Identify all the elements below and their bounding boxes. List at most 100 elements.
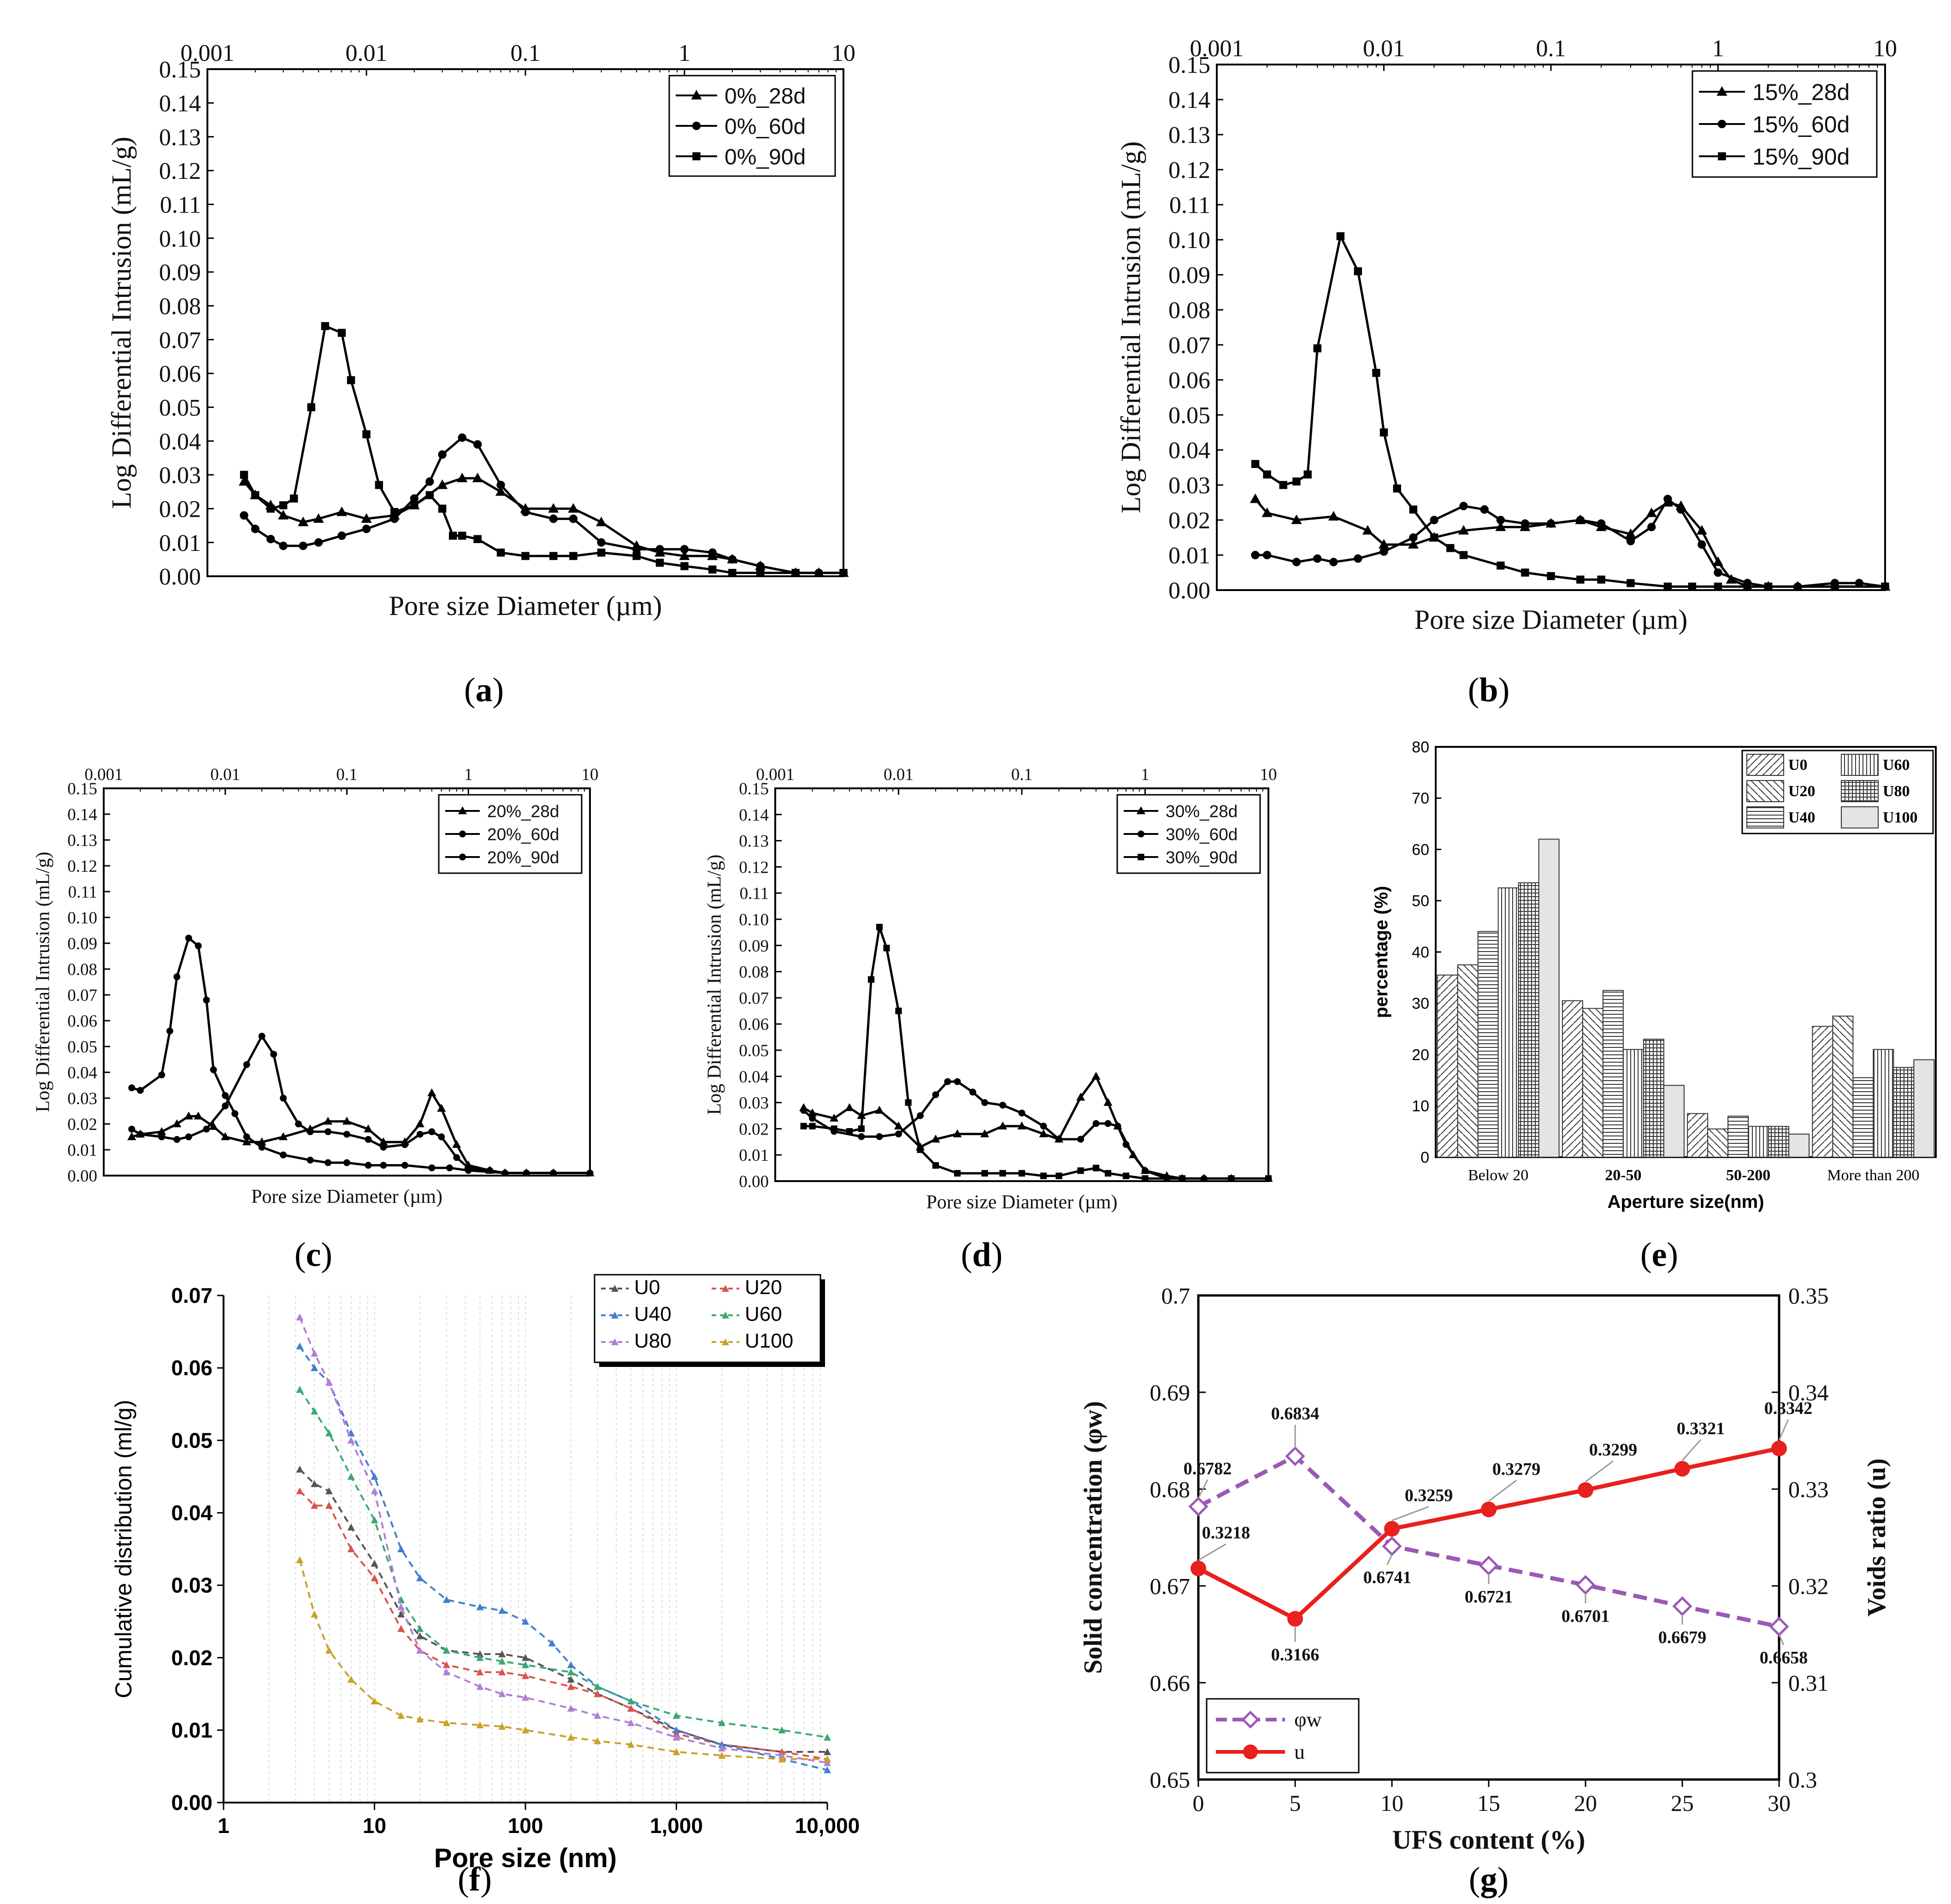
y-tick-label: 0.03 (159, 462, 201, 489)
data-point (375, 481, 383, 489)
data-point (567, 1683, 575, 1690)
y-tick-label: 0.10 (1168, 227, 1210, 254)
data-point (999, 1170, 1006, 1177)
data-point (397, 1712, 405, 1719)
legend-marker (611, 1285, 619, 1292)
data-point (1040, 1123, 1047, 1130)
data-point (868, 976, 875, 983)
data-point (1372, 369, 1380, 377)
data-point (438, 1133, 445, 1141)
y-tick-label: 0.07 (1168, 332, 1210, 359)
data-point (1646, 507, 1657, 517)
data-point (266, 504, 275, 513)
y-tick-label: 0.15 (67, 780, 97, 798)
data-point (280, 1094, 287, 1102)
data-point (416, 1130, 424, 1138)
label-leader (1778, 1419, 1789, 1441)
data-point (347, 1523, 355, 1531)
x-tick-label: 0.01 (1363, 35, 1405, 62)
x-tick-label: 0.001 (84, 765, 123, 784)
y-tick-label: 0.05 (159, 395, 201, 421)
data-point (1251, 460, 1260, 468)
data-point (831, 1125, 837, 1132)
data-point (307, 1156, 314, 1164)
chart-e: 0 10 20 30 40 50 60 70 80 Below 20 20-50 50-200 More… (1371, 739, 1937, 1212)
data-point (278, 509, 289, 520)
data-point (243, 1133, 250, 1141)
data-point (238, 476, 250, 486)
data-point (1459, 551, 1468, 559)
data-point (210, 1066, 217, 1073)
x-tick-label: 0.1 (1011, 765, 1032, 784)
data-point (296, 1342, 304, 1349)
data-point (1393, 484, 1401, 493)
data-point (1263, 470, 1271, 479)
x-tick-label: 10 (831, 40, 855, 66)
data-point (425, 477, 434, 486)
data-point (1771, 1440, 1787, 1456)
legend-entry: U20 (1788, 783, 1815, 800)
legend: 0%_28d 0%_60d 0%_90d (668, 75, 836, 177)
data-point (1688, 582, 1697, 591)
data-point (627, 1719, 635, 1727)
data-point (498, 1690, 506, 1697)
data-point (756, 562, 765, 571)
data-point (1279, 481, 1287, 489)
data-point (954, 1078, 961, 1085)
y-tick-label: 0.02 (171, 1646, 212, 1670)
data-point (718, 1741, 726, 1748)
bar-U80 (1518, 882, 1539, 1158)
data-point (279, 501, 288, 509)
data-point (1122, 1172, 1130, 1179)
data-point (325, 1429, 333, 1437)
data-point (567, 1668, 575, 1676)
x-tick-label: 0.1 (336, 765, 357, 784)
legend-swatch (1746, 806, 1784, 828)
data-point (324, 1128, 332, 1135)
data-point (243, 1061, 250, 1068)
y-tick-label: 0.13 (739, 832, 769, 851)
y-tick-label: 0.03 (739, 1094, 769, 1113)
x-tick-label: 0.1 (1536, 35, 1566, 62)
data-point (627, 1697, 635, 1704)
data-point (1250, 493, 1261, 503)
legend-marker (692, 152, 701, 160)
data-point (410, 494, 419, 503)
data-point (290, 494, 298, 503)
data-point (1769, 1616, 1789, 1637)
bar-U40 (1852, 1077, 1874, 1158)
data-point (791, 568, 800, 577)
data-point (1104, 1170, 1112, 1177)
data-point (895, 1007, 902, 1014)
legend-marker (459, 853, 466, 861)
data-point (158, 1133, 165, 1141)
legend: 15%_28d 15%_60d 15%_90d (1692, 70, 1878, 178)
series-U0 (296, 1466, 831, 1755)
bar-U40 (1602, 990, 1624, 1158)
data-point (596, 516, 607, 526)
data-point (522, 1661, 529, 1668)
data-point (270, 1051, 277, 1058)
y-tick-label: 0.05 (1168, 402, 1210, 429)
data-point (299, 541, 307, 550)
y-tick-label: 0.01 (739, 1146, 769, 1165)
data-point (568, 503, 579, 513)
legend-marker (459, 830, 466, 838)
data-point (905, 1099, 912, 1106)
series-line (299, 1389, 828, 1738)
bar-U20 (1707, 1128, 1729, 1158)
bar-U20 (1457, 964, 1479, 1158)
legend-entry: 20%_28d (487, 802, 559, 821)
y-tick-label: 0 (1421, 1149, 1429, 1166)
data-point (476, 1654, 484, 1661)
legend: 20%_28d 20%_60d 20%_90d (438, 794, 583, 874)
y-tick-label: 0.05 (739, 1041, 769, 1060)
data-point (1142, 1167, 1149, 1174)
data-point (1647, 523, 1656, 532)
series-line (1255, 497, 1886, 588)
data-point (1495, 521, 1506, 531)
bar-U20 (1832, 1016, 1854, 1158)
legend-marker (1136, 806, 1146, 815)
data-point (680, 562, 689, 570)
data-point (1017, 1121, 1026, 1129)
